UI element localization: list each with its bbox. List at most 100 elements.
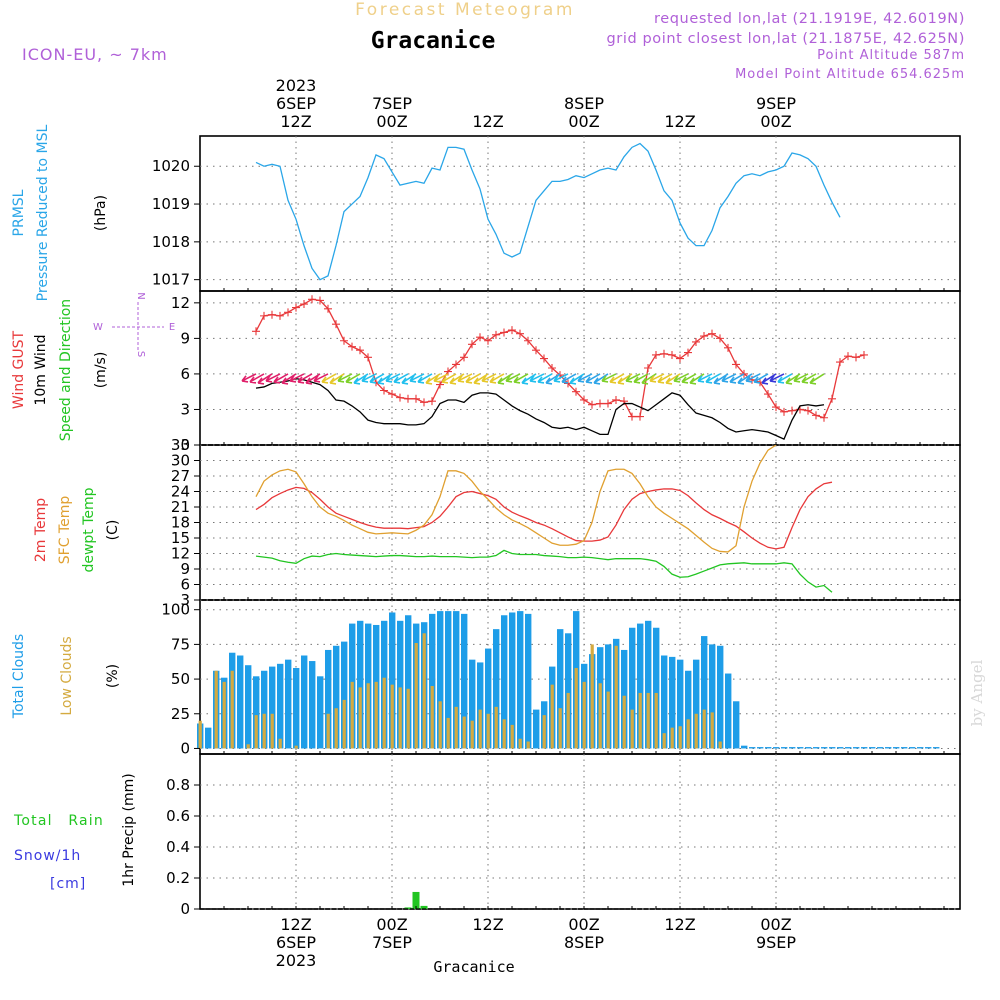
gust-point-59 — [724, 343, 732, 352]
total-cloud-bar-81 — [845, 747, 852, 749]
wind-arrow-23 — [425, 373, 441, 385]
gust-point-16 — [380, 386, 388, 395]
total-cloud-bar-89 — [909, 747, 916, 749]
total-cloud-bar-91 — [925, 747, 932, 749]
total-cloud-bar-41 — [525, 613, 532, 749]
total-cloud-bar-82 — [853, 747, 860, 749]
total-cloud-bar-17 — [333, 645, 340, 749]
low-cloud-bar-21 — [366, 683, 370, 749]
wind-arrow-51 — [649, 373, 665, 383]
wind-arrow-62 — [737, 373, 753, 385]
wind-arrow-36 — [529, 373, 545, 383]
wind-arrow-12 — [337, 373, 353, 383]
wind-arrow-28 — [465, 373, 481, 384]
gust-point-60 — [732, 360, 740, 369]
sfc-temp-label: SFC Temp — [57, 496, 73, 565]
gridpoint-coords: grid point closest lon,lat (21.1875E, 42… — [606, 31, 965, 47]
total-cloud-bar-55 — [637, 623, 644, 749]
wind-arrow-11 — [329, 373, 345, 385]
total-cloud-bar-31 — [445, 611, 452, 749]
low-cloud-bar-16 — [326, 713, 330, 749]
ytick-1-2: 6 — [180, 365, 190, 383]
ytick-4-1: 0.2 — [166, 869, 190, 887]
low-cloud-bar-32 — [454, 706, 458, 749]
wind-arrow-44 — [593, 373, 609, 385]
total-cloud-bar-25 — [397, 620, 404, 749]
low-cloud-bar-9 — [270, 713, 274, 749]
ytick-2-0: 3 — [180, 591, 190, 609]
gust-point-58 — [716, 334, 724, 343]
gust-point-4 — [284, 308, 292, 317]
total-cloud-bar-5 — [237, 655, 244, 749]
low-cloud-bar-36 — [486, 713, 490, 749]
total-cloud-bar-56 — [645, 620, 652, 749]
temperature-axis-labels: 2m Temp SFC Temp dewpt Temp (C) — [33, 487, 121, 572]
total-rain-label: Total Rain — [13, 813, 104, 829]
wind-arrow-14 — [353, 373, 369, 385]
gust-point-71 — [820, 413, 828, 422]
low-cloud-bar-62 — [694, 713, 698, 749]
wind-unit: (m/s) — [93, 352, 109, 389]
total-cloud-bar-16 — [325, 649, 332, 749]
model-altitude: Model Point Altitude 654.625m — [735, 67, 965, 82]
rain-bar-1 — [412, 891, 420, 909]
gust-point-36 — [540, 354, 548, 363]
total-cloud-bar-84 — [869, 747, 876, 749]
bottom-time-label-1-1: 7SEP — [372, 933, 412, 952]
low-cloud-bar-58 — [662, 733, 666, 749]
total-cloud-bar-59 — [669, 656, 676, 749]
low-cloud-bar-37 — [494, 706, 498, 749]
snow-label: Snow/1h — [14, 848, 81, 864]
ytick-2-5: 18 — [171, 514, 190, 532]
low-cloud-bar-39 — [510, 724, 514, 749]
total-cloud-bar-36 — [485, 648, 492, 749]
gust-point-27 — [468, 340, 476, 349]
snow-unit: [cm] — [50, 876, 86, 892]
total-cloud-bar-29 — [429, 613, 436, 749]
wind-arrow-27 — [457, 373, 473, 383]
total-cloud-bar-65 — [717, 645, 724, 749]
total-cloud-bar-45 — [557, 629, 564, 749]
wind-arrow-67 — [777, 373, 793, 384]
wind-arrow-49 — [633, 373, 649, 384]
gust-point-67 — [788, 406, 796, 415]
wind-panel — [199, 290, 961, 446]
wind-arrow-2 — [257, 373, 273, 385]
total-cloud-bar-79 — [829, 747, 836, 749]
total-cloud-bar-26 — [405, 615, 412, 749]
wind-arrow-1 — [249, 373, 265, 384]
gust-point-7 — [308, 295, 316, 304]
total-cloud-bar-73 — [781, 747, 788, 749]
gust-point-65 — [772, 403, 780, 412]
top-time-label-0-0: 2023 — [276, 76, 317, 95]
total-cloud-bar-35 — [477, 662, 484, 749]
total-cloud-bar-86 — [885, 747, 892, 749]
low-cloud-bar-48 — [582, 681, 586, 749]
wind-arrow-29 — [473, 373, 489, 385]
compass-e: E — [169, 322, 175, 333]
gust-point-18 — [396, 393, 404, 402]
wind-arrow-35 — [521, 373, 537, 385]
low-cloud-bar-10 — [278, 738, 282, 749]
wind-arrow-55 — [681, 373, 697, 384]
total-cloud-bar-72 — [773, 747, 780, 749]
low-cloud-bar-57 — [654, 692, 658, 749]
wind-arrow-71 — [809, 373, 825, 385]
wind-arrow-33 — [505, 373, 521, 383]
low-clouds-label: Low Clouds — [59, 636, 75, 715]
temperature-panel — [199, 444, 961, 601]
wind-arrow-10 — [321, 373, 337, 384]
low-cloud-bar-19 — [350, 681, 354, 749]
low-cloud-bar-28 — [422, 633, 426, 749]
ytick-0-3: 1020 — [152, 157, 190, 175]
total-cloud-bar-7 — [253, 676, 260, 749]
wind-arrow-34 — [513, 373, 529, 384]
total-cloud-bar-42 — [533, 709, 540, 749]
wind-arrow-70 — [801, 373, 817, 384]
ytick-2-10: 33 — [171, 436, 190, 454]
low-cloud-bar-54 — [630, 709, 634, 749]
gust-point-50 — [652, 350, 660, 359]
series-line-1-1 — [255, 377, 825, 440]
wind-arrow-4 — [273, 373, 289, 384]
low-cloud-bar-24 — [390, 684, 394, 749]
